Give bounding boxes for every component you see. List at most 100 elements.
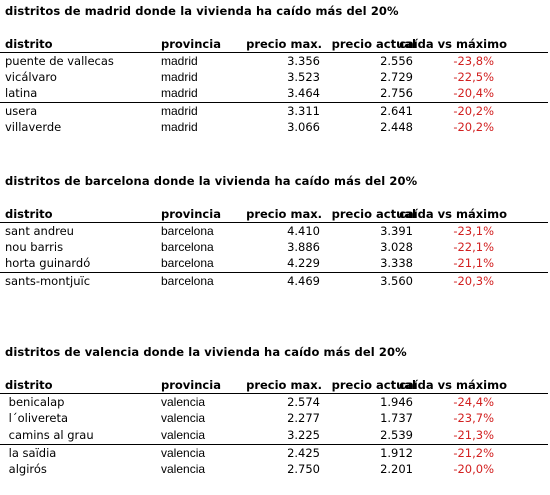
table-row: latina madrid 3.464 2.756 -20,4% (0, 86, 548, 102)
cell-distrito: sant andreu (5, 224, 74, 238)
cell-caida: -21,3% (453, 428, 494, 442)
cell-distrito: sants-montjuïc (5, 274, 91, 288)
cell-distrito: usera (5, 104, 38, 118)
cell-distrito: camins al grau (5, 428, 94, 442)
cell-precio-actual: 1.912 (380, 446, 413, 460)
cell-precio-actual: 3.391 (380, 224, 413, 238)
cell-distrito: la saïdia (5, 446, 57, 460)
cell-precio-max: 3.356 (287, 54, 320, 68)
cell-precio-max: 2.574 (287, 395, 320, 409)
header-rule (0, 393, 548, 394)
col-precio-actual: precio actual (331, 207, 416, 221)
cell-precio-actual: 2.756 (380, 86, 413, 100)
cell-precio-max: 2.277 (287, 411, 320, 425)
table-row: algirós valencia 2.750 2.201 -20,0% (0, 462, 548, 478)
table-row: horta guinardó barcelona 4.229 3.338 -21… (0, 256, 548, 272)
cell-provincia: madrid (161, 104, 198, 118)
cell-precio-max: 3.066 (287, 120, 320, 134)
cell-provincia: madrid (161, 120, 198, 134)
col-distrito: distrito (5, 378, 53, 392)
header-rule (0, 222, 548, 223)
table-header: distrito provincia precio max. precio ac… (0, 37, 548, 53)
table-header: distrito provincia precio max. precio ac… (0, 378, 548, 394)
cell-provincia: barcelona (161, 274, 214, 288)
table-row: camins al grau valencia 3.225 2.539 -21,… (0, 428, 548, 444)
cell-precio-actual: 2.641 (380, 104, 413, 118)
cell-precio-max: 2.425 (287, 446, 320, 460)
cell-provincia: valencia (161, 411, 206, 425)
col-precio-actual: precio actual (331, 378, 416, 392)
cell-caida: -23,7% (453, 411, 494, 425)
table-row: la saïdia valencia 2.425 1.912 -21,2% (0, 446, 548, 462)
group-rule (0, 444, 548, 445)
cell-caida: -20,0% (453, 462, 494, 476)
cell-precio-max: 4.229 (287, 256, 320, 270)
table-row: villaverde madrid 3.066 2.448 -20,2% (0, 120, 548, 136)
col-caida: caída vs máximo (399, 378, 507, 392)
cell-precio-max: 4.410 (287, 224, 320, 238)
table-row: benicalap valencia 2.574 1.946 -24,4% (0, 395, 548, 411)
table-row: puente de vallecas madrid 3.356 2.556 -2… (0, 54, 548, 70)
cell-precio-max: 3.886 (287, 240, 320, 254)
cell-distrito: vicálvaro (5, 70, 57, 84)
cell-precio-actual: 1.946 (380, 395, 413, 409)
col-provincia: provincia (161, 207, 221, 221)
col-caida: caída vs máximo (399, 207, 507, 221)
cell-caida: -20,3% (453, 274, 494, 288)
cell-precio-max: 3.464 (287, 86, 320, 100)
section-title: distritos de barcelona donde la vivienda… (5, 174, 418, 188)
cell-precio-actual: 3.560 (380, 274, 413, 288)
section-title: distritos de valencia donde la vivienda … (5, 345, 407, 359)
cell-distrito: villaverde (5, 120, 62, 134)
table-row: usera madrid 3.311 2.641 -20,2% (0, 104, 548, 120)
section-title: distritos de madrid donde la vivienda ha… (5, 4, 399, 18)
cell-provincia: madrid (161, 54, 198, 68)
table-row: vicálvaro madrid 3.523 2.729 -22,5% (0, 70, 548, 86)
col-precio-max: precio max. (246, 37, 322, 51)
cell-caida: -20,2% (453, 104, 494, 118)
cell-provincia: valencia (161, 462, 206, 476)
cell-distrito: nou barris (5, 240, 64, 254)
cell-caida: -22,1% (453, 240, 494, 254)
cell-caida: -23,1% (453, 224, 494, 238)
cell-caida: -20,2% (453, 120, 494, 134)
cell-distrito: benicalap (5, 395, 65, 409)
table-row: sant andreu barcelona 4.410 3.391 -23,1% (0, 224, 548, 240)
col-precio-actual: precio actual (331, 37, 416, 51)
table-row: nou barris barcelona 3.886 3.028 -22,1% (0, 240, 548, 256)
col-precio-max: precio max. (246, 207, 322, 221)
cell-distrito: latina (5, 86, 38, 100)
cell-provincia: barcelona (161, 240, 214, 254)
table-row: l´olivereta valencia 2.277 1.737 -23,7% (0, 411, 548, 427)
cell-precio-actual: 2.448 (380, 120, 413, 134)
cell-distrito: horta guinardó (5, 256, 91, 270)
cell-precio-actual: 1.737 (380, 411, 413, 425)
cell-caida: -22,5% (453, 70, 494, 84)
cell-provincia: madrid (161, 70, 198, 84)
cell-precio-max: 2.750 (287, 462, 320, 476)
col-precio-max: precio max. (246, 378, 322, 392)
cell-precio-actual: 2.539 (380, 428, 413, 442)
cell-provincia: madrid (161, 86, 198, 100)
cell-distrito: puente de vallecas (5, 54, 114, 68)
group-rule (0, 272, 548, 273)
cell-caida: -21,1% (453, 256, 494, 270)
group-rule (0, 102, 548, 103)
cell-distrito: l´olivereta (5, 411, 69, 425)
cell-precio-actual: 2.729 (380, 70, 413, 84)
table-header: distrito provincia precio max. precio ac… (0, 207, 548, 223)
cell-precio-actual: 2.556 (380, 54, 413, 68)
table-row: sants-montjuïc barcelona 4.469 3.560 -20… (0, 274, 548, 290)
col-provincia: provincia (161, 37, 221, 51)
cell-precio-actual: 3.338 (380, 256, 413, 270)
cell-precio-actual: 3.028 (380, 240, 413, 254)
cell-provincia: valencia (161, 446, 206, 460)
cell-precio-actual: 2.201 (380, 462, 413, 476)
cell-provincia: valencia (161, 395, 206, 409)
cell-precio-max: 3.523 (287, 70, 320, 84)
cell-precio-max: 3.225 (287, 428, 320, 442)
col-provincia: provincia (161, 378, 221, 392)
cell-provincia: barcelona (161, 224, 214, 238)
col-distrito: distrito (5, 37, 53, 51)
cell-caida: -24,4% (453, 395, 494, 409)
